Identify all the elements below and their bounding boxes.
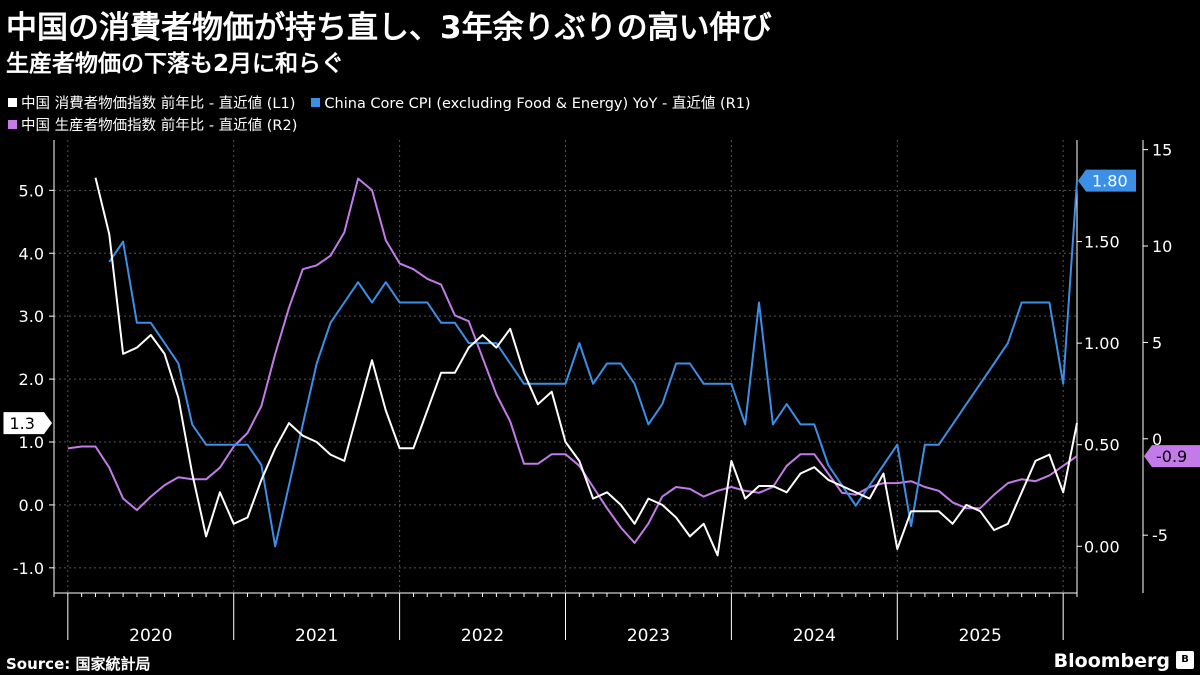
series-line-core-cpi bbox=[108, 180, 1078, 548]
legend-item-ppi: 中国 生産者物価指数 前年比 - 直近値 (R2) bbox=[8, 114, 297, 135]
left-axis-tick-label: 4.0 bbox=[19, 244, 44, 263]
left-axis-tick-label: 3.0 bbox=[19, 307, 44, 326]
x-axis-year-label: 2020 bbox=[129, 626, 172, 646]
last-value-tag-cpi: 1.3 bbox=[10, 414, 35, 433]
right-axis-r2-tick-label: 10 bbox=[1152, 237, 1172, 256]
brand-logo: Bloomberg bbox=[1053, 650, 1170, 672]
x-axis-year-label: 2022 bbox=[461, 626, 504, 646]
left-axis-tick-label: -1.0 bbox=[13, 559, 44, 578]
legend-item-core: China Core CPI (excluding Food & Energy)… bbox=[311, 92, 751, 113]
legend-row-1: 中国 消費者物価指数 前年比 - 直近値 (L1) China Core CPI… bbox=[8, 92, 767, 113]
right-axis-r1-tick-label: 0.00 bbox=[1084, 537, 1120, 556]
right-axis-r2-tick-label: -5 bbox=[1152, 526, 1168, 545]
left-axis-tick-label: 0.0 bbox=[19, 496, 44, 515]
right-axis-r1-tick-label: 0.50 bbox=[1084, 436, 1120, 455]
last-value-tag-ppi-bg bbox=[1144, 445, 1200, 468]
x-axis-year-label: 2023 bbox=[627, 626, 670, 646]
last-value-tag-ppi: -0.9 bbox=[1156, 447, 1187, 466]
legend-label-cpi: 中国 消費者物価指数 前年比 - 直近値 (L1) bbox=[21, 96, 296, 112]
right-axis-r2-tick-label: 5 bbox=[1152, 333, 1162, 352]
left-axis-tick-label: 5.0 bbox=[19, 181, 44, 200]
x-axis-year-label: 2025 bbox=[959, 626, 1002, 646]
left-axis-tick-label: 1.0 bbox=[19, 433, 44, 452]
right-axis-r1-tick-label: 1.00 bbox=[1084, 334, 1120, 353]
left-axis-tick-label: 2.0 bbox=[19, 370, 44, 389]
last-value-tag-core-cpi: 1.80 bbox=[1092, 172, 1128, 191]
legend-row-2: 中国 生産者物価指数 前年比 - 直近値 (R2) bbox=[8, 114, 313, 135]
x-axis-year-label: 2024 bbox=[793, 626, 836, 646]
bloomberg-icon: B bbox=[1176, 651, 1194, 669]
right-axis-r1-tick-label: 1.50 bbox=[1084, 233, 1120, 252]
legend-label-core: China Core CPI (excluding Food & Energy)… bbox=[324, 96, 751, 112]
chart-title: 中国の消費者物価が持ち直し、3年余りぶりの高い伸び bbox=[6, 10, 772, 46]
last-value-tag-core-cpi-bg bbox=[1078, 169, 1136, 192]
source-note: Source: 国家統計局 bbox=[6, 655, 151, 673]
series-line-cpi bbox=[94, 177, 1078, 557]
chart-subtitle: 生産者物価の下落も2月に和らぐ bbox=[6, 51, 345, 77]
x-axis-year-label: 2021 bbox=[295, 626, 338, 646]
legend-swatch-cpi bbox=[8, 98, 17, 107]
right-axis-r2-tick-label: 15 bbox=[1152, 141, 1172, 160]
legend-swatch-core bbox=[311, 98, 321, 107]
right-axis-r2-tick-label: 0 bbox=[1152, 430, 1162, 449]
legend-swatch-ppi bbox=[8, 120, 17, 129]
legend-item-cpi: 中国 消費者物価指数 前年比 - 直近値 (L1) bbox=[8, 92, 295, 113]
legend-label-ppi: 中国 生産者物価指数 前年比 - 直近値 (R2) bbox=[21, 118, 298, 134]
last-value-tag-cpi-bg bbox=[3, 412, 52, 435]
